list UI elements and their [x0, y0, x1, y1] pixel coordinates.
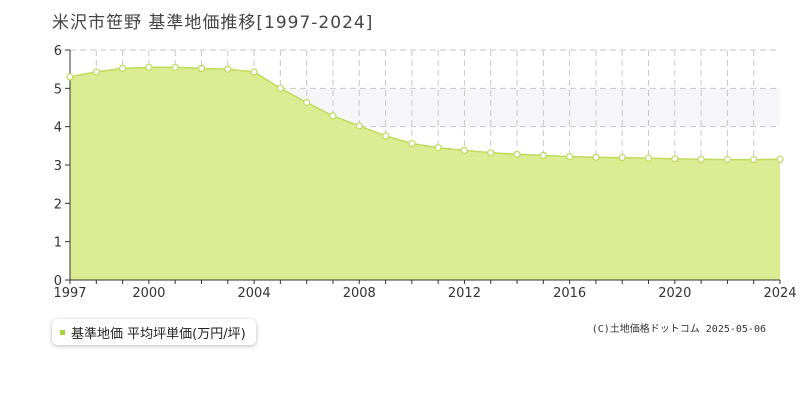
data-point	[92, 68, 100, 76]
data-point	[303, 98, 311, 107]
y-tick-label: 6	[54, 44, 62, 59]
data-point	[434, 144, 442, 152]
data-point	[276, 84, 284, 92]
data-point	[697, 155, 705, 163]
data-point	[539, 151, 547, 159]
data-point	[618, 154, 626, 162]
legend-swatch	[60, 329, 65, 335]
data-point	[145, 63, 153, 71]
data-point	[723, 156, 732, 164]
y-tick-label: 5	[54, 82, 62, 97]
data-point	[513, 150, 521, 158]
data-point	[355, 122, 363, 130]
data-point	[487, 149, 495, 157]
data-point	[671, 155, 679, 163]
data-point	[171, 63, 179, 71]
data-point	[644, 154, 653, 162]
legend: 基準地価 平均坪単価(万円/坪)	[52, 319, 256, 345]
data-point	[592, 153, 600, 161]
y-tick-label: 4	[54, 121, 62, 136]
data-point	[329, 112, 337, 120]
data-point	[776, 155, 784, 163]
data-point	[250, 68, 258, 76]
data-point	[224, 65, 232, 73]
data-point	[565, 153, 574, 161]
data-point	[460, 146, 468, 154]
data-point	[408, 139, 416, 148]
series-line	[69, 66, 781, 161]
data-point	[66, 73, 74, 81]
y-tick-label: 3	[54, 159, 62, 174]
data-point	[750, 156, 758, 164]
x-tick-label: 1997	[53, 286, 86, 301]
legend-label: 基準地価 平均坪単価(万円/坪)	[71, 326, 246, 342]
series-area	[70, 67, 780, 280]
data-point	[382, 132, 390, 140]
y-tick-label: 2	[54, 197, 62, 212]
chart-title: 米沢市笹野 基準地価推移[1997-2024]	[52, 13, 374, 33]
x-tick-label: 2008	[343, 286, 376, 301]
x-tick-label: 2004	[238, 286, 271, 301]
copyright-notice: (C)土地価格ドットコム 2025-05-06	[591, 324, 766, 335]
data-point	[118, 64, 127, 73]
y-tick-label: 0	[54, 274, 62, 289]
x-tick-label: 2012	[448, 286, 481, 301]
x-tick-label: 2024	[763, 286, 796, 301]
data-point	[197, 64, 206, 73]
x-tick-label: 2020	[658, 286, 691, 301]
x-tick-label: 2000	[132, 286, 165, 301]
x-tick-label: 2016	[553, 286, 586, 301]
y-tick-label: 1	[54, 236, 62, 251]
